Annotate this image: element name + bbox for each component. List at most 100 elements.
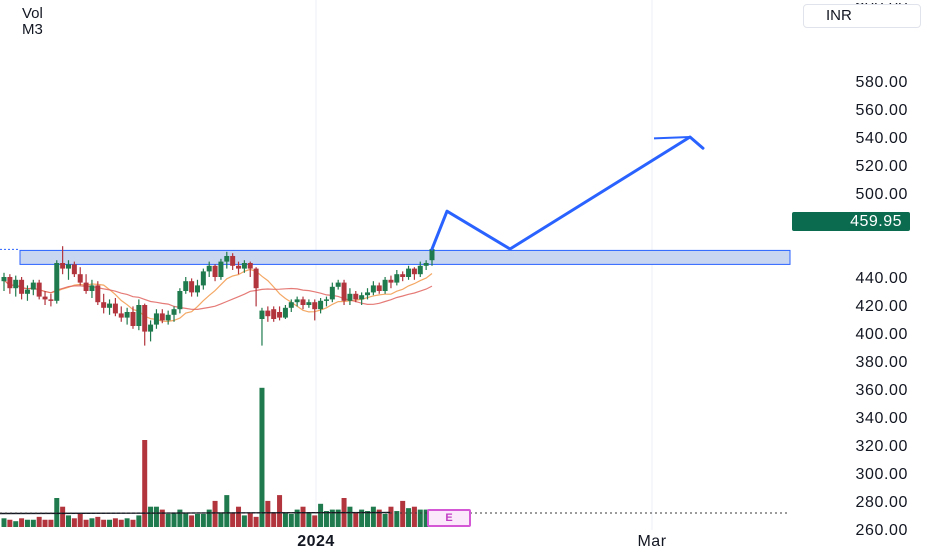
volume-bar (171, 512, 177, 527)
volume-bar (153, 506, 159, 527)
earnings-marker[interactable]: E (427, 509, 471, 527)
candle-body (42, 296, 48, 300)
candle-body (165, 314, 171, 321)
volume-bar (282, 512, 288, 527)
volume-bar (335, 509, 341, 527)
time-axis-label: Mar (637, 533, 666, 550)
price-axis-tick-label: 560.00 (855, 102, 908, 119)
volume-bar (259, 387, 265, 527)
volume-bar (265, 500, 271, 527)
candle-body (54, 263, 60, 301)
candle-body (65, 264, 71, 269)
volume-bar (288, 513, 294, 527)
candle-body (288, 302, 294, 308)
volume-bar (159, 509, 165, 527)
projection-path-line (430, 135, 705, 251)
volume-bar (101, 519, 107, 527)
volume-bar (353, 512, 359, 527)
volume-indicator-period: M3 (22, 21, 43, 38)
candle-body (206, 265, 212, 272)
volume-bar (200, 513, 206, 527)
candle-body (159, 313, 165, 321)
candle-body (247, 263, 253, 269)
candle-body (323, 299, 329, 301)
candle-body (112, 303, 118, 314)
volume-bar (77, 513, 83, 527)
price-axis-tick-label: 280.00 (855, 494, 908, 511)
price-axis-tick-label: 500.00 (855, 186, 908, 203)
volume-bar (312, 515, 318, 527)
volume-bar (83, 519, 89, 527)
candle-body (171, 309, 177, 315)
volume-indicator-name: Vol (22, 5, 43, 22)
candle-body (353, 293, 359, 300)
volume-bar (142, 440, 148, 527)
volume-bar (71, 518, 77, 527)
candle-body (306, 302, 312, 305)
price-axis-tick-label: 420.00 (855, 298, 908, 315)
volume-bar (400, 500, 406, 527)
currency-selector[interactable]: INR (803, 4, 921, 28)
price-axis-tick-label: 260.00 (855, 522, 908, 539)
price-axis-tick-label: 320.00 (855, 438, 908, 455)
candle-body (382, 279, 388, 291)
volume-bar (306, 512, 312, 527)
candle-body (259, 310, 265, 319)
candle-body (329, 286, 335, 300)
candle-body (89, 285, 95, 291)
price-axis-tick-label: 360.00 (855, 382, 908, 399)
volume-bar (417, 509, 423, 527)
candle-body (107, 303, 113, 308)
volume-bar (13, 521, 19, 527)
price-axis-tick-label: 580.00 (855, 74, 908, 91)
volume-bar (359, 509, 365, 527)
candle-body (224, 256, 230, 262)
candle-body (95, 285, 101, 303)
candle-body (7, 277, 13, 289)
candle-body (282, 307, 288, 318)
price-axis-tick-label: 300.00 (855, 466, 908, 483)
volume-bar (236, 506, 242, 527)
volume-bar (406, 508, 412, 527)
candle-body (1, 277, 7, 282)
candle-body (335, 282, 341, 287)
candle-body (101, 302, 107, 308)
volume-bar (382, 513, 388, 527)
volume-bar (1, 518, 7, 527)
moving-average-slow-line (3, 279, 433, 311)
volume-bar (42, 519, 48, 527)
volume-bar (36, 516, 42, 527)
candle-body (394, 274, 400, 283)
candle-body (341, 282, 347, 301)
volume-bar (300, 506, 306, 527)
volume-bar (241, 515, 247, 527)
candle-body (48, 299, 54, 301)
volume-bar (189, 515, 195, 527)
candle-body (130, 312, 136, 326)
candle-body (77, 274, 83, 283)
volume-bar (24, 519, 30, 527)
candle-body (347, 293, 353, 301)
candle-body (19, 279, 25, 294)
volume-bar (329, 509, 335, 527)
candle-body (417, 265, 423, 275)
candle-body (153, 313, 159, 325)
candle-body (142, 305, 148, 332)
volume-indicator-label[interactable]: Vol M3 (22, 6, 43, 38)
candle-body (429, 249, 435, 261)
candle-body (13, 279, 19, 289)
candle-body (124, 312, 130, 318)
volume-bar (277, 495, 283, 527)
candle-body (376, 285, 382, 291)
volume-bar (247, 512, 253, 527)
candle-body (400, 274, 406, 277)
candle-body (24, 289, 30, 294)
volume-bar (107, 519, 113, 527)
volume-bar (148, 506, 154, 527)
volume-bar (165, 513, 171, 527)
candle-body (177, 291, 183, 310)
volume-bar (323, 511, 329, 527)
volume-bar (89, 518, 95, 527)
volume-bar (370, 506, 376, 527)
